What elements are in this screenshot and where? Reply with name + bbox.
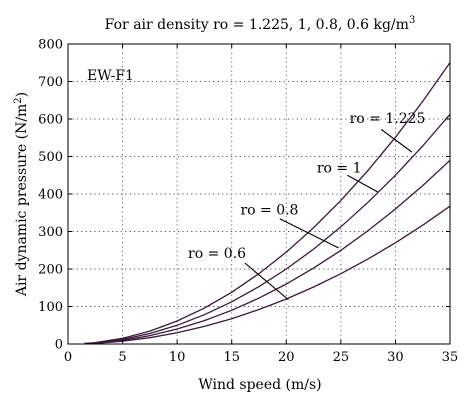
y-tick-label: 700 xyxy=(38,75,63,90)
x-tick-label: 25 xyxy=(333,350,350,365)
x-tick-label: 15 xyxy=(223,350,240,365)
chart-title: For air density ro = 1.225, 1, 0.8, 0.6 … xyxy=(105,15,416,33)
y-tick-label: 400 xyxy=(38,188,63,203)
y-tick-label: 800 xyxy=(38,38,63,53)
x-tick-label: 20 xyxy=(278,350,295,365)
annotations: ro = 1.225 ro = 1 ro = 0.8 ro = 0.6 xyxy=(188,111,426,301)
x-tick-label: 30 xyxy=(387,350,404,365)
series-line xyxy=(84,205,451,345)
y-tick-label: 200 xyxy=(38,263,63,278)
series-line xyxy=(84,159,451,345)
x-tick-label: 5 xyxy=(118,350,126,365)
y-axis-title: Air dynamic pressure (N/m2) xyxy=(13,92,30,297)
series-annotation-label: ro = 0.6 xyxy=(188,246,246,262)
series-annotation-label: ro = 0.8 xyxy=(240,203,298,219)
annotation-leader xyxy=(244,262,289,301)
x-axis-title: Wind speed (m/s) xyxy=(198,377,321,393)
series-annotation-label: ro = 1 xyxy=(317,160,362,176)
y-tick-label: 0 xyxy=(55,338,63,353)
series-annotation-label: ro = 1.225 xyxy=(350,111,426,127)
chart-tag: EW-F1 xyxy=(87,68,134,84)
annotation-leader xyxy=(380,129,413,153)
axes: 0 5 10 15 20 25 30 35 0 100 200 300 400 500 600 700 800 xyxy=(38,38,458,366)
annotation-leader xyxy=(279,218,339,249)
grid xyxy=(68,44,450,344)
x-tick-label: 35 xyxy=(442,350,459,365)
series-line xyxy=(84,62,451,345)
y-tick-label: 500 xyxy=(38,150,63,165)
y-tick-label: 600 xyxy=(38,113,63,128)
series-lines xyxy=(84,62,451,345)
y-tick-label: 300 xyxy=(38,225,63,240)
x-tick-label: 0 xyxy=(64,350,72,365)
x-tick-label: 10 xyxy=(169,350,186,365)
annotation-leader xyxy=(347,174,379,193)
y-tick-label: 100 xyxy=(38,300,63,315)
series-line xyxy=(84,113,451,345)
